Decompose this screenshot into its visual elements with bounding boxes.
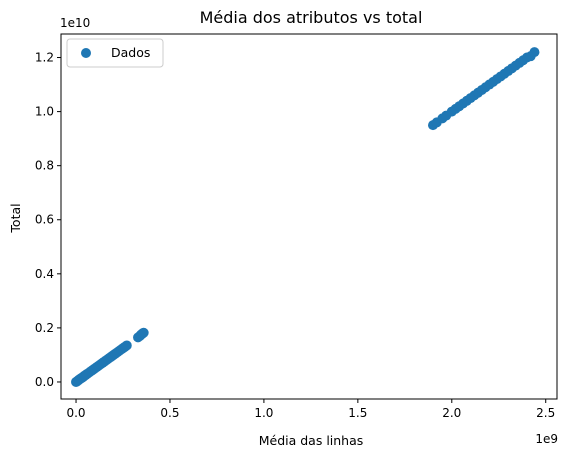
y-tick-label: 0.0: [35, 375, 54, 389]
y-tick-label: 0.8: [35, 159, 54, 173]
x-tick-label: 1.5: [348, 406, 367, 420]
y-tick-label: 0.6: [35, 213, 54, 227]
data-point: [81, 369, 92, 380]
y-tick-label: 1.2: [35, 51, 54, 65]
x-axis-label: Média das linhas: [259, 433, 364, 448]
axis-ticks: 0.0 0.5 1.0 1.5 2.0 2.5 0.0 0.2 0.4 0.6 0.8 1.0 1.2: [35, 51, 555, 420]
x-tick-label: 2.0: [442, 406, 461, 420]
plot-frame: [60, 33, 558, 400]
x-tick-label: 1.0: [254, 406, 273, 420]
legend: Dados: [66, 38, 164, 68]
data-point: [529, 47, 540, 58]
x-offset-label: 1e9: [535, 432, 558, 446]
y-axis-label: Total: [8, 203, 23, 233]
data-point: [121, 340, 132, 351]
y-tick-label: 1.0: [35, 105, 54, 119]
x-tick-label: 0.0: [66, 406, 85, 420]
chart-title: Média dos atributos vs total: [200, 8, 423, 27]
data-point: [138, 327, 149, 338]
legend-label: Dados: [111, 45, 150, 60]
legend-marker: [81, 48, 91, 58]
y-offset-label: 1e10: [60, 16, 90, 30]
y-tick-label: 0.2: [35, 321, 54, 335]
data-points: [71, 47, 540, 387]
legend-box: [66, 38, 164, 68]
y-tick-label: 0.4: [35, 267, 54, 281]
x-tick-label: 0.5: [160, 406, 179, 420]
x-tick-label: 2.5: [536, 406, 555, 420]
